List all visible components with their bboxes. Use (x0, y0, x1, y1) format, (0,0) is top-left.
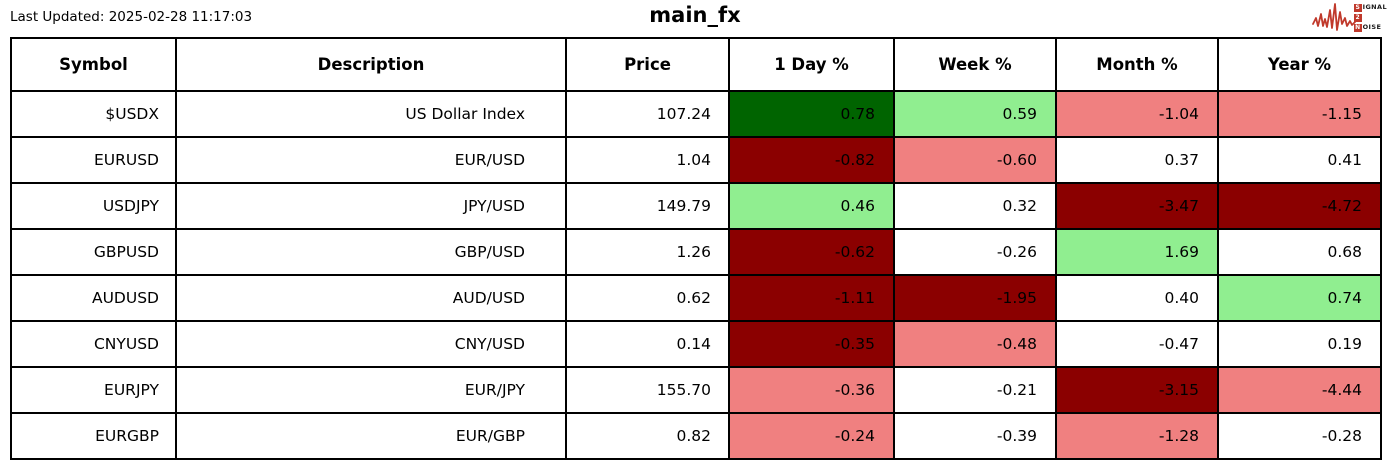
price-cell: 155.70 (565, 366, 730, 414)
change-cell-year: -0.28 (1217, 412, 1382, 460)
change-cell-week: -0.39 (893, 412, 1057, 460)
change-cell-1day: 0.78 (728, 90, 895, 138)
change-cell-week: -0.60 (893, 136, 1057, 184)
fx-table: Symbol Description Price 1 Day % Week % … (10, 37, 1382, 460)
column-header-month: Month % (1055, 37, 1219, 92)
change-cell-1day: -0.35 (728, 320, 895, 368)
column-header-week: Week % (893, 37, 1057, 92)
symbol-cell: $USDX (10, 90, 177, 138)
symbol-cell: EURGBP (10, 412, 177, 460)
table-row: EURGBP EUR/GBP 0.82 -0.24 -0.39 -1.28 -0.28 (10, 412, 1382, 460)
description-cell: EUR/USD (175, 136, 567, 184)
column-header-symbol: Symbol (10, 37, 177, 92)
table-row: CNYUSD CNY/USD 0.14 -0.35 -0.48 -0.47 0.19 (10, 320, 1382, 368)
price-cell: 0.14 (565, 320, 730, 368)
table-row: USDJPY JPY/USD 149.79 0.46 0.32 -3.47 -4.72 (10, 182, 1382, 230)
description-cell: CNY/USD (175, 320, 567, 368)
change-cell-month: 0.40 (1055, 274, 1219, 322)
change-cell-week: 0.59 (893, 90, 1057, 138)
change-cell-month: 0.37 (1055, 136, 1219, 184)
change-cell-month: 1.69 (1055, 228, 1219, 276)
symbol-cell: CNYUSD (10, 320, 177, 368)
table-row: AUDUSD AUD/USD 0.62 -1.11 -1.95 0.40 0.74 (10, 274, 1382, 322)
waveform-icon (1311, 3, 1356, 31)
change-cell-1day: -0.62 (728, 228, 895, 276)
change-cell-year: 0.19 (1217, 320, 1382, 368)
logo-letter-s: S (1353, 3, 1362, 12)
page-title: main_fx (649, 3, 741, 27)
description-cell: US Dollar Index (175, 90, 567, 138)
symbol-cell: USDJPY (10, 182, 177, 230)
logo-letter-n: N (1353, 23, 1362, 32)
change-cell-1day: -1.11 (728, 274, 895, 322)
logo-line-signal: S IGNAL (1353, 3, 1387, 12)
change-cell-year: -4.44 (1217, 366, 1382, 414)
column-header-year: Year % (1217, 37, 1382, 92)
column-header-price: Price (565, 37, 730, 92)
symbol-cell: EURJPY (10, 366, 177, 414)
symbol-cell: EURUSD (10, 136, 177, 184)
table-body: $USDX US Dollar Index 107.24 0.78 0.59 -1.04-… (10, 90, 1382, 460)
description-cell: AUD/USD (175, 274, 567, 322)
change-cell-year: 0.74 (1217, 274, 1382, 322)
logo-word-signal: IGNAL (1362, 3, 1387, 12)
price-cell: 0.82 (565, 412, 730, 460)
change-cell-month: -3.47 (1055, 182, 1219, 230)
logo-line-two: 2 (1353, 13, 1387, 22)
price-cell: 149.79 (565, 182, 730, 230)
table-row: EURUSD EUR/USD 1.04 -0.82 -0.60 0.37 0.41 (10, 136, 1382, 184)
change-cell-month: -1.28 (1055, 412, 1219, 460)
price-cell: 1.04 (565, 136, 730, 184)
change-cell-1day: -0.82 (728, 136, 895, 184)
column-header-1day: 1 Day % (728, 37, 895, 92)
symbol-cell: GBPUSD (10, 228, 177, 276)
last-updated-text: Last Updated: 2025-02-28 11:17:03 (10, 9, 253, 25)
change-cell-1day: -0.24 (728, 412, 895, 460)
header-row: Symbol Description Price 1 Day % Week % … (10, 37, 1382, 92)
table-row: EURJPY EUR/JPY 155.70 -0.36 -0.21 -3.15 -4.44 (10, 366, 1382, 414)
description-cell: JPY/USD (175, 182, 567, 230)
change-cell-week: -0.21 (893, 366, 1057, 414)
change-cell-year: -1.15 (1217, 90, 1382, 138)
table-row: GBPUSD GBP/USD 1.26 -0.62 -0.26 1.69 0.68 (10, 228, 1382, 276)
logo-line-noise: N OISE (1353, 23, 1387, 32)
change-cell-month: -3.15 (1055, 366, 1219, 414)
column-header-description: Description (175, 37, 567, 92)
symbol-cell: AUDUSD (10, 274, 177, 322)
change-cell-year: 0.41 (1217, 136, 1382, 184)
change-cell-year: 0.68 (1217, 228, 1382, 276)
description-cell: EUR/GBP (175, 412, 567, 460)
change-cell-1day: 0.46 (728, 182, 895, 230)
price-cell: 1.26 (565, 228, 730, 276)
change-cell-week: 0.32 (893, 182, 1057, 230)
signal2noise-logo: S IGNAL 2 N OISE (1311, 1, 1387, 33)
change-cell-1day: -0.36 (728, 366, 895, 414)
change-cell-week: -0.48 (893, 320, 1057, 368)
price-cell: 107.24 (565, 90, 730, 138)
table-row: $USDX US Dollar Index 107.24 0.78 0.59 -1.04-… (10, 90, 1382, 138)
change-cell-week: -0.26 (893, 228, 1057, 276)
description-cell: GBP/USD (175, 228, 567, 276)
change-cell-month: -0.47 (1055, 320, 1219, 368)
logo-text: S IGNAL 2 N OISE (1353, 3, 1387, 33)
change-cell-month: -1.04 (1055, 90, 1219, 138)
price-cell: 0.62 (565, 274, 730, 322)
logo-letter-2: 2 (1353, 13, 1362, 22)
change-cell-week: -1.95 (893, 274, 1057, 322)
change-cell-year: -4.72 (1217, 182, 1382, 230)
description-cell: EUR/JPY (175, 366, 567, 414)
logo-word-noise: OISE (1362, 23, 1382, 32)
